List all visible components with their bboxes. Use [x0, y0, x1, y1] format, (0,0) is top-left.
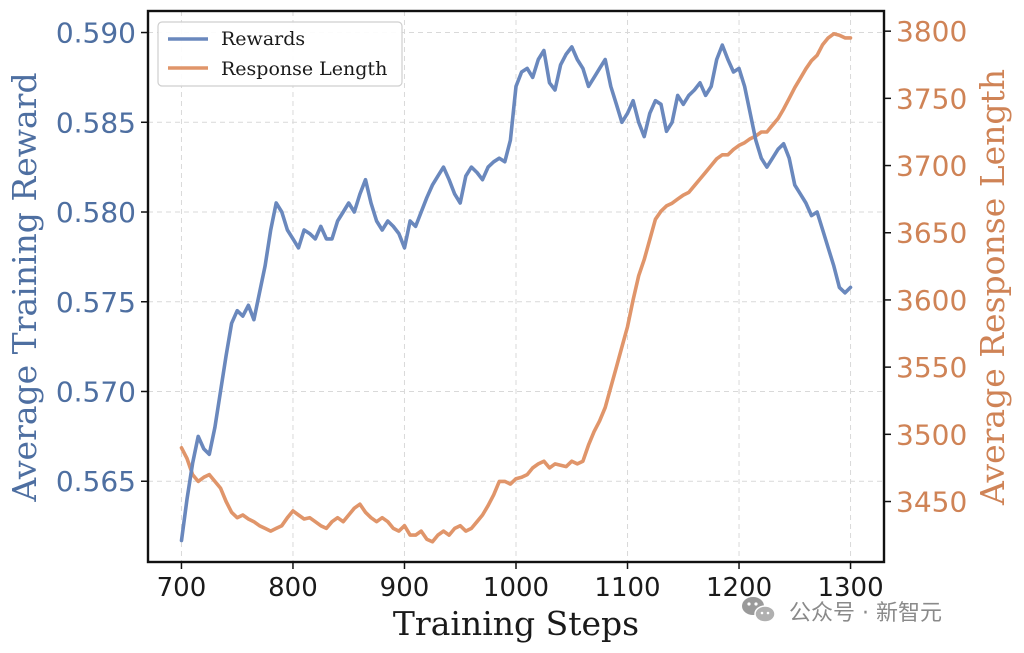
legend: Rewards Response Length [157, 21, 403, 87]
y-left-tick-label: 0.585 [56, 106, 136, 139]
series-line-response-length [179, 31, 853, 544]
x-tick-label: 800 [268, 573, 318, 603]
y-right-tick-label: 3550 [896, 351, 967, 384]
legend-label-rewards: Rewards [221, 28, 305, 50]
y-right-tick-label: 3800 [896, 15, 967, 48]
series-layer [179, 31, 853, 544]
y-left-tick-label: 0.565 [56, 465, 136, 498]
y-right-tick-label: 3500 [896, 418, 967, 451]
y-axis-right-label: Average Response Length [973, 69, 1012, 506]
y-right-tick-label: 3650 [896, 217, 967, 250]
x-tick-label: 1100 [594, 573, 660, 603]
wechat-icon [742, 597, 776, 623]
y-right-tick-label: 3700 [896, 150, 967, 183]
x-tick-label: 1300 [817, 573, 883, 603]
tick-layer: 700 800 900 1000 1100 1200 1300 0.565 0.570 0.575… [56, 15, 967, 603]
x-tick-label: 700 [157, 573, 207, 603]
watermark: 公众号 · 新智元 [742, 597, 942, 626]
x-tick-label: 900 [380, 573, 430, 603]
y-right-tick-label: 3450 [896, 486, 967, 519]
x-axis-label: Training Steps [393, 604, 639, 643]
y-right-tick-label: 3600 [896, 284, 967, 317]
series-line-rewards [179, 43, 853, 543]
y-axis-left-label: Average Training Reward [5, 72, 44, 502]
legend-box [157, 21, 403, 87]
watermark-text: 公众号 · 新智元 [789, 601, 942, 626]
y-left-tick-label: 0.570 [56, 375, 136, 408]
legend-label-response-length: Response Length [221, 58, 387, 80]
x-tick-label: 1000 [483, 573, 549, 603]
y-left-tick-label: 0.580 [56, 196, 136, 229]
x-tick-label: 1200 [706, 573, 772, 603]
y-left-tick-label: 0.575 [56, 286, 136, 319]
y-left-tick-label: 0.590 [56, 17, 136, 50]
y-right-tick-label: 3750 [896, 82, 967, 115]
